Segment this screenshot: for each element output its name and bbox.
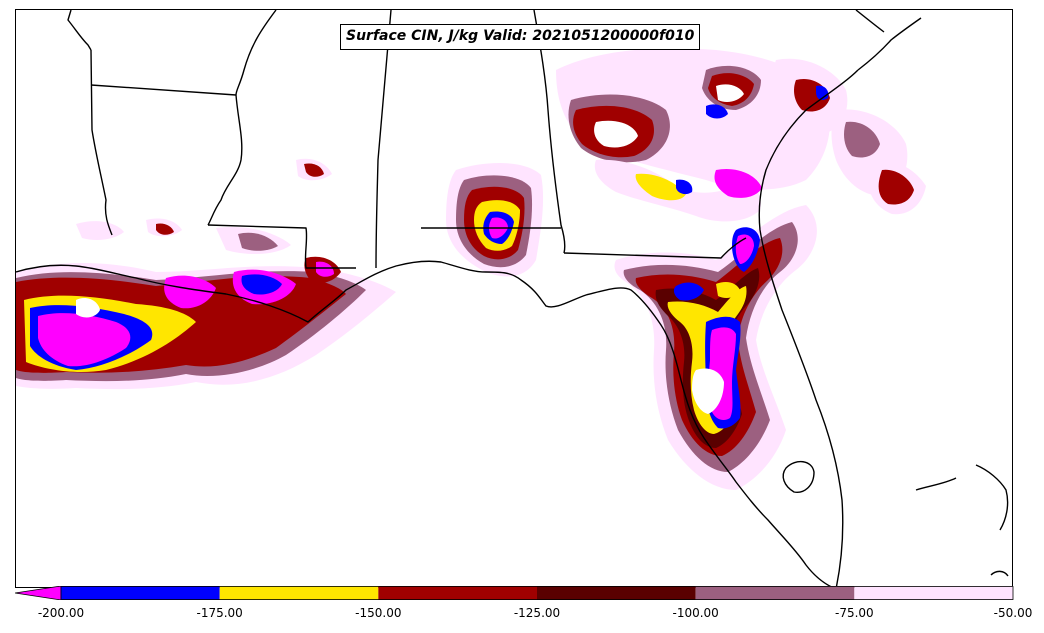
boundary-lines xyxy=(16,10,1009,587)
colorbar-tick-label: -150.00 xyxy=(355,606,402,620)
cin-contours xyxy=(16,48,926,490)
colorbar-tick-label: -75.00 xyxy=(834,606,874,620)
colorbar-outline xyxy=(60,586,1014,600)
colorbar-tick-label: -200.00 xyxy=(37,606,85,620)
colorbar-bin xyxy=(378,586,537,600)
colorbar-bin xyxy=(219,586,379,600)
cin-region-gulf-west xyxy=(16,158,396,390)
colorbar-bin xyxy=(61,586,220,600)
colorbar-tick-labels: -200.00 -175.00 -150.00 -125.00 -100.00 -75.0… xyxy=(0,606,1044,626)
colorbar-under-triangle xyxy=(15,586,62,600)
cin-region-florida xyxy=(614,205,817,490)
colorbar-bin xyxy=(854,586,1013,600)
colorbar-tick-label: -50.00 xyxy=(993,606,1033,620)
colorbar-tick-label: -100.00 xyxy=(672,606,719,620)
colorbar xyxy=(15,586,1014,600)
cin-region-east xyxy=(446,48,926,277)
colorbar-tick-label: -175.00 xyxy=(196,606,243,620)
map-title: Surface CIN, J/kg Valid: 2021051200000f0… xyxy=(340,24,701,50)
map-panel: Surface CIN, J/kg Valid: 2021051200000f0… xyxy=(15,9,1013,588)
colorbar-bin xyxy=(537,586,696,600)
colorbar-bin xyxy=(695,586,855,600)
cin-map xyxy=(16,10,1009,587)
colorbar-tick-label: -125.00 xyxy=(513,606,561,620)
